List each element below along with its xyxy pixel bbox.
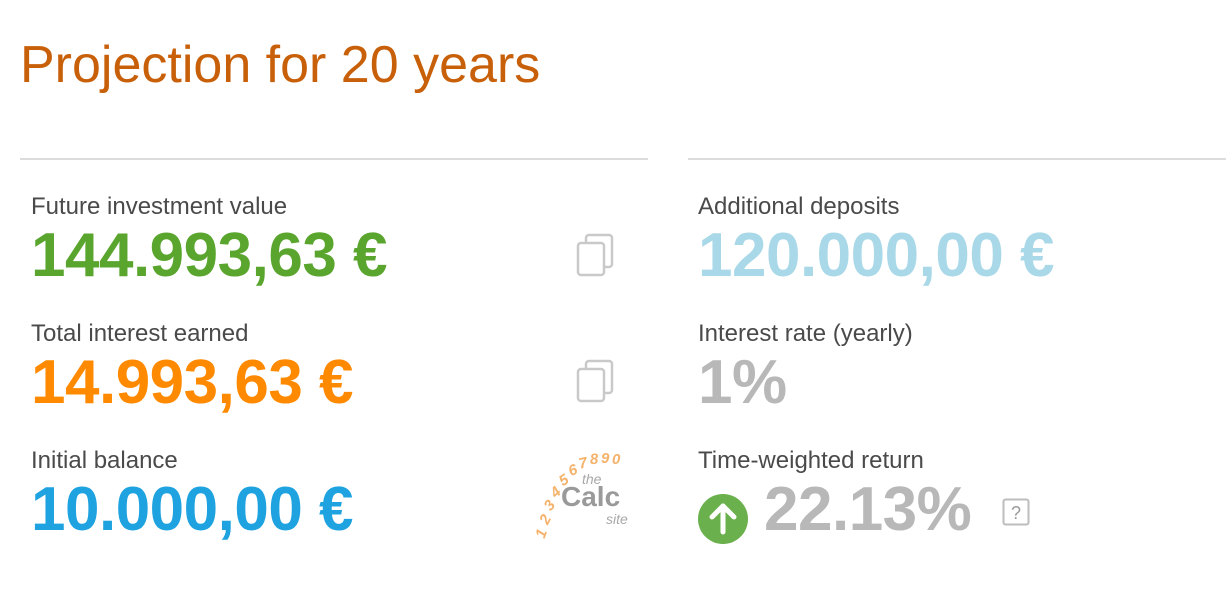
initial-balance-stat: Initial balance 10.000,00 € [31, 447, 354, 545]
additional-deposits-value: 120.000,00 € [698, 221, 1055, 290]
future-investment-value: 144.993,63 € [31, 221, 388, 290]
svg-text:?: ? [1011, 503, 1021, 523]
time-weighted-return-help-button[interactable]: ? [1002, 498, 1030, 526]
additional-deposits-stat: Additional deposits 120.000,00 € [698, 193, 1055, 291]
right-divider [688, 158, 1226, 160]
copy-future-value-button[interactable] [574, 232, 616, 278]
total-interest-earned-label: Total interest earned [31, 320, 249, 347]
left-divider [20, 158, 648, 160]
interest-rate-label: Interest rate (yearly) [698, 320, 913, 347]
svg-text:9: 9 [601, 450, 610, 467]
svg-text:8: 8 [589, 451, 599, 469]
future-investment-value-label: Future investment value [31, 193, 288, 220]
additional-deposits-label: Additional deposits [698, 193, 900, 220]
svg-text:the: the [582, 471, 602, 487]
svg-text:1: 1 [536, 527, 551, 541]
question-mark-icon: ? [1002, 498, 1030, 526]
page-title: Projection for 20 years [20, 36, 541, 94]
interest-rate-value: 1% [698, 348, 787, 417]
initial-balance-value: 10.000,00 € [31, 475, 354, 544]
future-investment-value-stat: Future investment value 144.993,63 € [31, 193, 388, 291]
total-interest-earned-value: 14.993,63 € [31, 348, 354, 417]
time-weighted-return-label: Time-weighted return [698, 447, 924, 474]
copy-icon [576, 233, 614, 277]
time-weighted-return-row: 22.13% [698, 475, 972, 545]
copy-total-interest-button[interactable] [574, 358, 616, 404]
svg-text:site: site [606, 511, 628, 527]
initial-balance-label: Initial balance [31, 447, 178, 474]
svg-text:0: 0 [612, 451, 621, 468]
svg-text:Calc: Calc [561, 481, 620, 512]
time-weighted-return-value: 22.13% [764, 475, 972, 544]
svg-text:7: 7 [577, 454, 589, 472]
the-calc-site-logo: 1 2 3 4 5 6 7 8 9 0 the Calc site [532, 446, 640, 546]
interest-rate-stat: Interest rate (yearly) 1% [698, 320, 913, 418]
total-interest-earned-stat: Total interest earned 14.993,63 € [31, 320, 354, 418]
time-weighted-return-stat: Time-weighted return 22.13% [698, 447, 972, 545]
arrow-up-icon [698, 489, 748, 544]
copy-icon [576, 359, 614, 403]
